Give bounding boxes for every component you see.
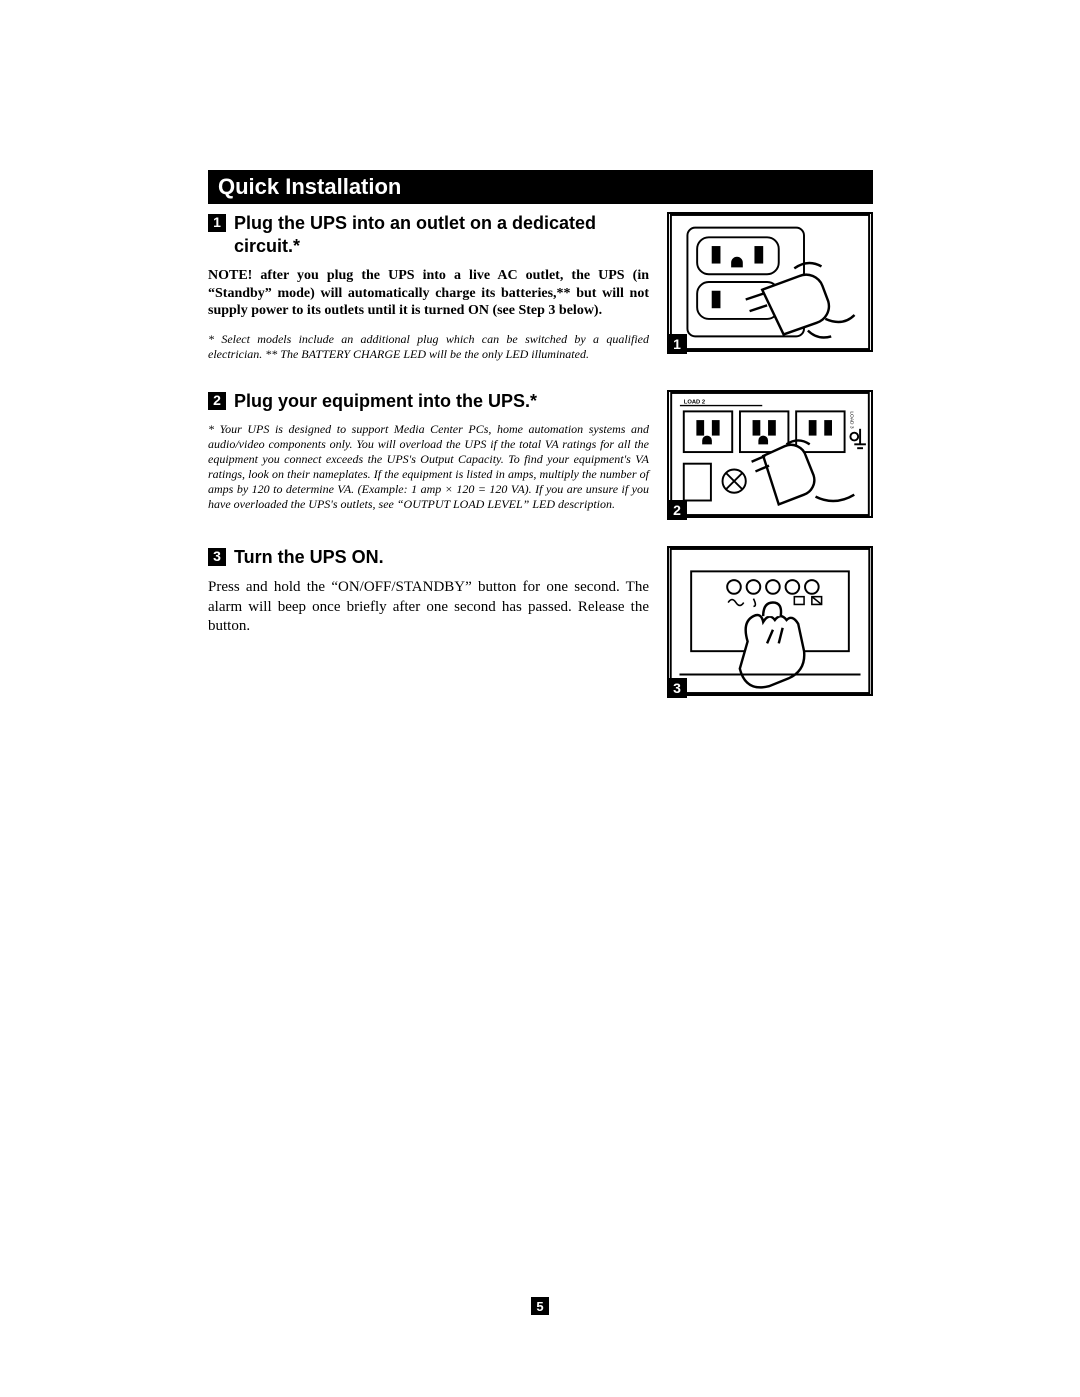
step-1-number-badge: 1 [208, 214, 226, 232]
step-2-heading: 2 Plug your equipment into the UPS.* [208, 390, 649, 413]
step-1-footnote: * Select models include an additional pl… [208, 332, 649, 362]
section-title: Quick Installation [208, 170, 873, 204]
step-2-figure: LOAD 2 [667, 390, 873, 518]
load-label: LOAD 2 [684, 399, 705, 405]
step-1-text: 1 Plug the UPS into an outlet on a dedic… [208, 212, 649, 362]
step-2-number-badge: 2 [208, 392, 226, 410]
step-1-heading-text: Plug the UPS into an outlet on a dedicat… [234, 212, 649, 257]
step-2-footnote: * Your UPS is designed to support Media … [208, 422, 649, 512]
step-1-figure: 1 [667, 212, 873, 362]
step-2-heading-text: Plug your equipment into the UPS.* [234, 390, 537, 413]
manual-page: Quick Installation 1 Plug the UPS into a… [208, 170, 873, 724]
step-2: 2 Plug your equipment into the UPS.* * Y… [208, 390, 873, 518]
step-1-note: NOTE! after you plug the UPS into a live… [208, 267, 649, 320]
svg-text:LOAD 3: LOAD 3 [848, 411, 854, 428]
step-2-illustration: LOAD 2 [667, 390, 873, 518]
step-1: 1 Plug the UPS into an outlet on a dedic… [208, 212, 873, 362]
step-3: 3 Turn the UPS ON. Press and hold the “O… [208, 546, 873, 696]
step-3-figure: 3 [667, 546, 873, 696]
step-1-illustration [667, 212, 873, 352]
step-3-number-badge: 3 [208, 548, 226, 566]
step-2-text: 2 Plug your equipment into the UPS.* * Y… [208, 390, 649, 518]
step-1-figure-badge: 1 [667, 334, 687, 354]
step-2-figure-badge: 2 [667, 500, 687, 520]
step-1-heading: 1 Plug the UPS into an outlet on a dedic… [208, 212, 649, 257]
page-number: 5 [531, 1297, 549, 1315]
step-3-heading: 3 Turn the UPS ON. [208, 546, 649, 569]
step-3-illustration [667, 546, 873, 696]
step-3-body: Press and hold the “ON/OFF/STANDBY” butt… [208, 578, 649, 637]
step-3-heading-text: Turn the UPS ON. [234, 546, 384, 569]
step-3-figure-badge: 3 [667, 678, 687, 698]
step-3-text: 3 Turn the UPS ON. Press and hold the “O… [208, 546, 649, 696]
